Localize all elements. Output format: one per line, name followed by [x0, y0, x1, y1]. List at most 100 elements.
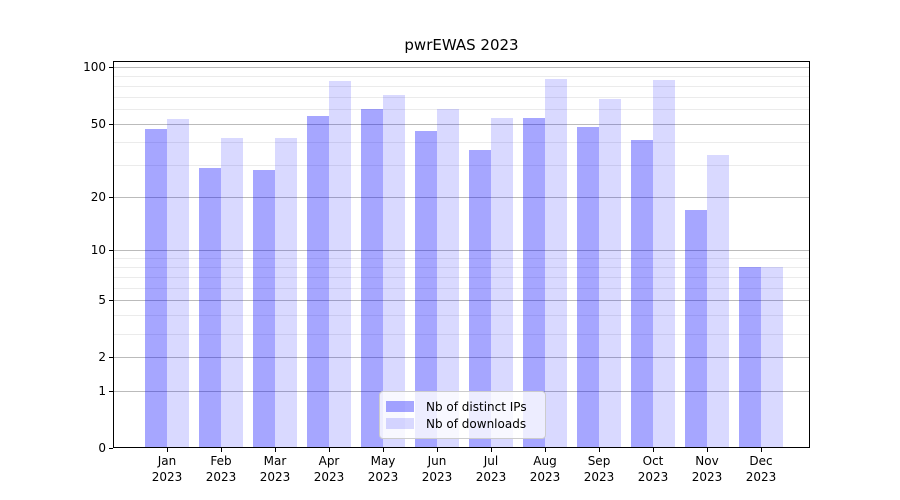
- y-tick: [109, 124, 113, 125]
- bar-downloads-jun: [437, 109, 459, 448]
- minor-gridline: [114, 277, 809, 278]
- x-tick-label-month: Oct: [642, 454, 664, 468]
- x-tick-label-month: Jun: [427, 454, 447, 468]
- bar-downloads-feb: [221, 137, 243, 448]
- plot-border: [113, 61, 810, 448]
- major-gridline: [114, 67, 809, 68]
- x-tick-label-month: Apr: [318, 454, 340, 468]
- legend-label-downloads: Nb of downloads: [426, 416, 527, 431]
- bar-downloads-jul: [491, 117, 513, 448]
- bar-downloads-apr: [329, 80, 351, 448]
- x-tick: [491, 448, 492, 452]
- x-tick-label-month: Nov: [695, 454, 719, 468]
- x-tick-label-year: 2023: [205, 470, 237, 484]
- y-tick-label: 100: [83, 60, 106, 74]
- legend-item-distinct-ips: Nb of distinct IPs: [386, 398, 535, 415]
- x-tick-label-month: Sep: [587, 454, 611, 468]
- x-tick: [437, 448, 438, 452]
- y-tick: [109, 448, 113, 449]
- minor-gridline: [114, 267, 809, 268]
- x-tick: [653, 448, 654, 452]
- x-tick: [707, 448, 708, 452]
- major-gridline: [114, 197, 809, 198]
- y-tick: [109, 300, 113, 301]
- minor-gridline: [114, 165, 809, 166]
- bar-distinct-ips-jan: [145, 128, 167, 448]
- bar-downloads-mar: [275, 137, 297, 448]
- major-gridline: [114, 357, 809, 358]
- y-tick-label: 10: [90, 243, 106, 257]
- bar-distinct-ips-may: [361, 109, 383, 448]
- bar-distinct-ips-sep: [577, 127, 599, 448]
- y-tick-label: 2: [98, 350, 106, 364]
- y-tick: [109, 197, 113, 198]
- x-tick-label-month: Mar: [263, 454, 287, 468]
- legend-item-downloads: Nb of downloads: [386, 415, 535, 432]
- y-tick-label: 0: [98, 441, 106, 455]
- x-tick-label-year: 2023: [151, 470, 183, 484]
- x-tick-label-year: 2023: [637, 470, 669, 484]
- bar-downloads-oct: [653, 79, 675, 448]
- bar-distinct-ips-dec: [739, 266, 761, 448]
- x-tick: [167, 448, 168, 452]
- minor-gridline: [114, 76, 809, 77]
- bar-distinct-ips-nov: [685, 209, 707, 448]
- x-tick-label-year: 2023: [475, 470, 507, 484]
- x-tick: [275, 448, 276, 452]
- major-gridline: [114, 124, 809, 125]
- bar-downloads-aug: [545, 78, 567, 448]
- minor-gridline: [114, 288, 809, 289]
- y-tick-label: 1: [98, 384, 106, 398]
- minor-gridline: [114, 315, 809, 316]
- y-tick: [109, 391, 113, 392]
- x-tick-label-month: Dec: [749, 454, 773, 468]
- bar-distinct-ips-mar: [253, 170, 275, 448]
- x-tick-label-year: 2023: [583, 470, 615, 484]
- y-tick-label: 5: [98, 293, 106, 307]
- minor-gridline: [114, 258, 809, 259]
- x-tick-label-month: May: [370, 454, 396, 468]
- x-tick: [221, 448, 222, 452]
- minor-gridline: [114, 86, 809, 87]
- x-tick-label-year: 2023: [691, 470, 723, 484]
- minor-gridline: [114, 109, 809, 110]
- x-tick: [383, 448, 384, 452]
- x-tick-label-year: 2023: [745, 470, 777, 484]
- x-tick-label-year: 2023: [529, 470, 561, 484]
- y-tick: [109, 250, 113, 251]
- x-tick-label-year: 2023: [421, 470, 453, 484]
- bar-distinct-ips-aug: [523, 117, 545, 448]
- x-tick-label-month: Aug: [533, 454, 557, 468]
- bar-distinct-ips-oct: [631, 139, 653, 448]
- x-tick-label-year: 2023: [367, 470, 399, 484]
- y-tick: [109, 67, 113, 68]
- bar-downloads-jan: [167, 119, 189, 448]
- legend: Nb of distinct IPs Nb of downloads: [379, 391, 546, 439]
- legend-label-distinct-ips: Nb of distinct IPs: [426, 399, 527, 414]
- x-tick-label-month: Jan: [157, 454, 177, 468]
- x-tick-label-month: Feb: [210, 454, 232, 468]
- legend-swatch-downloads: [386, 418, 414, 429]
- minor-gridline: [114, 142, 809, 143]
- legend-swatch-distinct-ips: [386, 401, 414, 412]
- x-tick: [599, 448, 600, 452]
- chart-title: pwrEWAS 2023: [404, 36, 519, 54]
- bar-distinct-ips-feb: [199, 167, 221, 448]
- bar-downloads-dec: [761, 266, 783, 448]
- y-tick: [109, 357, 113, 358]
- bar-downloads-nov: [707, 154, 729, 448]
- x-tick: [761, 448, 762, 452]
- bar-downloads-may: [383, 95, 405, 448]
- minor-gridline: [114, 334, 809, 335]
- bar-distinct-ips-jul: [469, 150, 491, 448]
- x-tick-label-month: Jul: [483, 454, 499, 468]
- x-tick-label-year: 2023: [259, 470, 291, 484]
- y-tick-label: 20: [90, 190, 106, 204]
- major-gridline: [114, 300, 809, 301]
- y-tick-label: 50: [90, 117, 106, 131]
- major-gridline: [114, 250, 809, 251]
- bar-downloads-sep: [599, 98, 621, 448]
- bar-distinct-ips-jun: [415, 130, 437, 448]
- bar-distinct-ips-apr: [307, 116, 329, 448]
